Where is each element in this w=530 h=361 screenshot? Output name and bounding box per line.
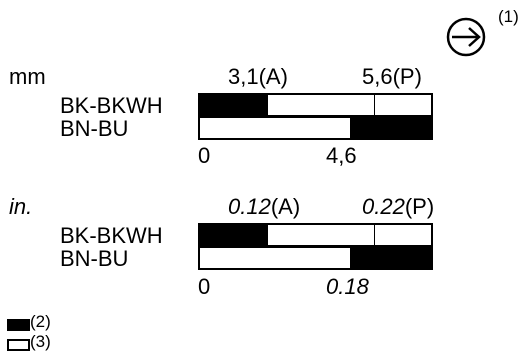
metric-bar-bn-bu-black-segment	[350, 118, 431, 138]
imperial-point-a-suffix: (A)	[270, 194, 301, 219]
imperial-scale-mark: 0.18	[326, 274, 369, 299]
metric-bar-bk-bkwh	[198, 93, 433, 117]
arrow-right-circle-icon	[446, 17, 486, 57]
imperial-bar-bn-bu-black-segment	[350, 248, 431, 268]
imperial-row-label-bn-bu: BN-BU	[60, 246, 129, 271]
imperial-row-label-bk-bkwh: BK-BKWH	[60, 223, 163, 248]
legend-swatch-black	[7, 319, 30, 331]
metric-scale-mark: 4,6	[326, 143, 357, 168]
imperial-bar-bk-bkwh-black-segment	[200, 225, 268, 245]
imperial-point-p-value: 0.22	[362, 194, 405, 219]
imperial-point-p-suffix: (P)	[404, 194, 435, 219]
metric-bar-bk-bkwh-divider	[374, 95, 375, 115]
metric-scale-start: 0	[198, 143, 211, 168]
legend-label-white: (3)	[30, 332, 51, 351]
imperial-point-a-value: 0.12	[228, 194, 271, 219]
imperial-bar-bn-bu	[198, 246, 433, 270]
imperial-point-p-label: 0.22(P)	[362, 196, 434, 218]
imperial-bar-bk-bkwh-divider	[374, 225, 375, 245]
metric-row-label-bn-bu: BN-BU	[60, 116, 129, 141]
imperial-point-a-label: 0.12(A)	[228, 196, 300, 218]
metric-bar-bn-bu	[198, 116, 433, 140]
imperial-scale-start: 0	[198, 274, 211, 299]
metric-point-a-label: 3,1(A)	[228, 64, 288, 89]
imperial-unit-label: in.	[9, 194, 33, 219]
metric-unit-label: mm	[9, 64, 46, 89]
legend-label-black: (2)	[30, 312, 51, 331]
direction-marker-label: (1)	[498, 7, 519, 26]
metric-bar-bk-bkwh-black-segment	[200, 95, 268, 115]
legend-swatch-white	[7, 339, 30, 351]
imperial-bar-bk-bkwh	[198, 223, 433, 247]
metric-point-p-label: 5,6(P)	[362, 64, 422, 89]
metric-row-label-bk-bkwh: BK-BKWH	[60, 93, 163, 118]
